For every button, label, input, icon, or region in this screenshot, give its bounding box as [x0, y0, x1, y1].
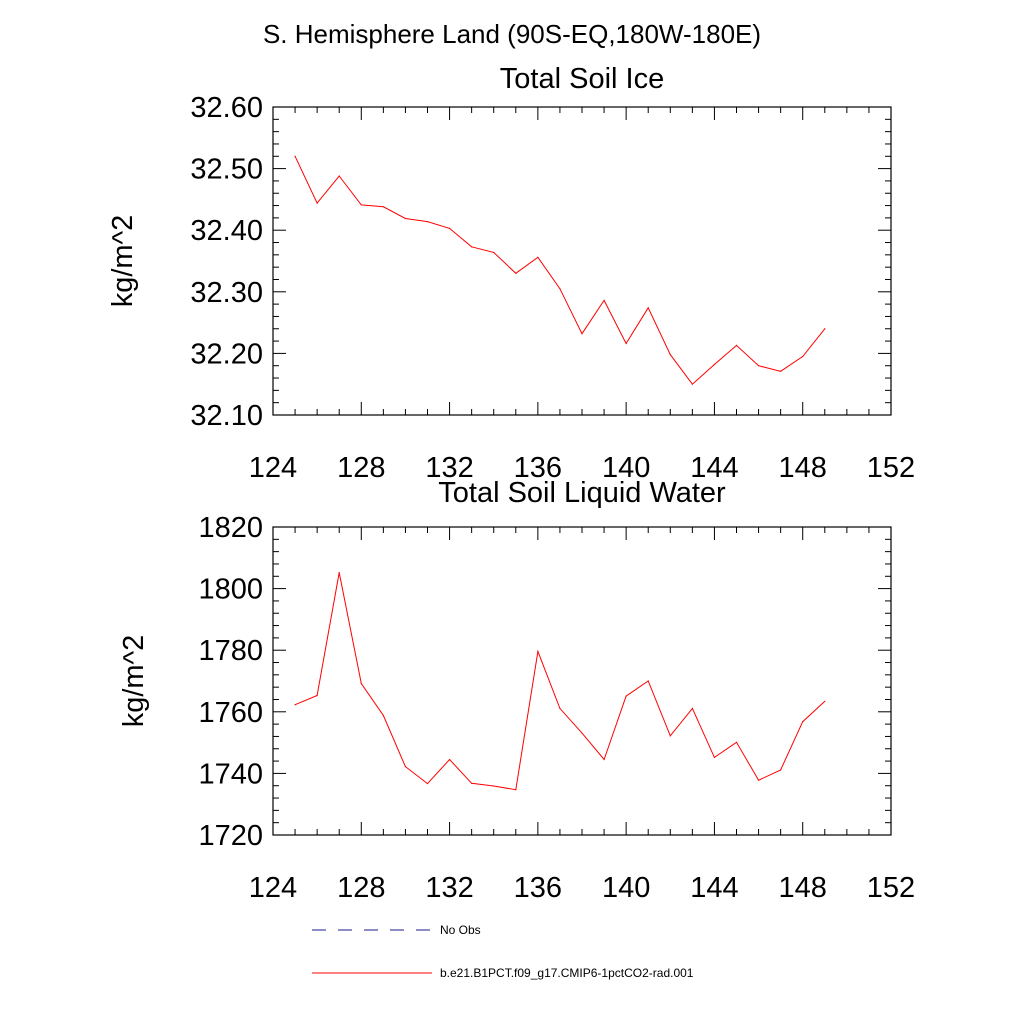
data-point	[647, 680, 649, 682]
data-point	[471, 246, 473, 248]
data-point	[426, 782, 429, 785]
x-tick-label: 132	[425, 452, 473, 484]
y-axis-label: kg/m^2	[118, 635, 150, 728]
x-tick-label: 128	[337, 872, 385, 904]
y-tick-label: 1800	[198, 574, 263, 606]
x-tick-label: 148	[779, 452, 827, 484]
chart-title-total-soil-liquid-water: Total Soil Liquid Water	[438, 477, 726, 509]
data-point	[404, 766, 407, 768]
data-point	[360, 204, 362, 206]
data-point	[802, 355, 804, 358]
data-point	[294, 704, 296, 706]
plot-frame	[272, 106, 892, 416]
data-point	[780, 769, 782, 771]
x-tick-label: 136	[514, 452, 562, 484]
data-point	[338, 571, 340, 574]
data-point	[802, 721, 804, 723]
data-point	[559, 288, 561, 290]
data-point	[448, 227, 451, 229]
plot-frame	[272, 526, 892, 836]
x-tick-label: 144	[690, 872, 738, 904]
x-tick-label: 136	[514, 872, 562, 904]
x-tick-label: 148	[779, 872, 827, 904]
data-point	[625, 695, 627, 697]
data-point	[559, 707, 561, 710]
data-point	[581, 333, 583, 335]
y-tick-label: 1720	[198, 820, 263, 852]
data-point	[713, 363, 716, 366]
x-tick-label: 128	[337, 452, 385, 484]
legend-label-no-obs: No Obs	[440, 923, 481, 937]
series-line	[294, 572, 826, 791]
data-point	[493, 785, 495, 787]
data-point	[515, 272, 517, 274]
data-point	[824, 700, 826, 702]
y-tick-label: 1760	[198, 697, 263, 729]
x-tick-label: 124	[249, 872, 297, 904]
y-tick-label: 32.50	[190, 154, 263, 186]
series-line	[294, 156, 826, 385]
x-tick-label: 152	[867, 872, 915, 904]
data-point	[316, 202, 318, 204]
data-point	[757, 779, 760, 781]
y-tick-label: 1780	[198, 635, 263, 667]
data-point	[493, 251, 495, 253]
data-point	[780, 370, 782, 372]
x-tick-label: 132	[425, 872, 473, 904]
data-point	[294, 155, 296, 157]
data-point	[603, 758, 605, 761]
x-tick-label: 144	[690, 452, 738, 484]
y-tick-label: 32.10	[190, 400, 263, 432]
data-point	[581, 732, 583, 734]
x-tick-label: 124	[249, 452, 297, 484]
data-point	[757, 365, 760, 367]
panel-total-soil-ice: Total Soil Ice kg/m^2 124 128 132 136 140 144 14…	[107, 63, 915, 484]
data-point	[735, 344, 738, 346]
y-tick-label: 1820	[198, 512, 263, 544]
data-point	[382, 714, 384, 717]
data-point	[691, 383, 693, 385]
data-point	[647, 307, 649, 309]
y-tick-label: 1740	[198, 758, 263, 790]
data-point	[471, 782, 473, 784]
data-point	[537, 256, 539, 258]
legend: No Obs b.e21.B1PCT.f09_g17.CMIP6-1pctCO2…	[312, 923, 694, 980]
data-point	[537, 650, 539, 653]
legend-label-model-run: b.e21.B1PCT.f09_g17.CMIP6-1pctCO2-rad.00…	[440, 966, 694, 980]
y-tick-label: 32.60	[190, 92, 263, 124]
data-point	[404, 217, 407, 220]
x-tick-label: 140	[602, 872, 650, 904]
data-point	[382, 206, 384, 208]
data-point	[824, 328, 826, 330]
data-point	[515, 789, 517, 791]
data-point	[603, 299, 605, 302]
data-point	[338, 175, 340, 177]
y-tick-label: 32.40	[190, 215, 263, 247]
chart-title-total-soil-ice: Total Soil Ice	[500, 63, 664, 95]
data-point	[669, 354, 671, 356]
y-axis-label: kg/m^2	[107, 215, 139, 308]
data-point	[625, 342, 627, 345]
page-title: S. Hemisphere Land (90S-EQ,180W-180E)	[263, 19, 761, 49]
data-point	[735, 741, 738, 743]
data-point	[316, 694, 318, 697]
x-tick-label: 140	[602, 452, 650, 484]
y-tick-label: 32.30	[190, 277, 263, 309]
y-tick-label: 32.20	[190, 338, 263, 370]
data-point	[713, 756, 716, 758]
panel-total-soil-liquid-water: Total Soil Liquid Water kg/m^2 124 128 132 13…	[118, 477, 915, 904]
data-point	[448, 758, 451, 761]
data-point	[360, 682, 362, 685]
data-point	[669, 735, 671, 737]
data-point	[426, 220, 429, 223]
data-point	[691, 707, 693, 710]
x-tick-label: 152	[867, 452, 915, 484]
